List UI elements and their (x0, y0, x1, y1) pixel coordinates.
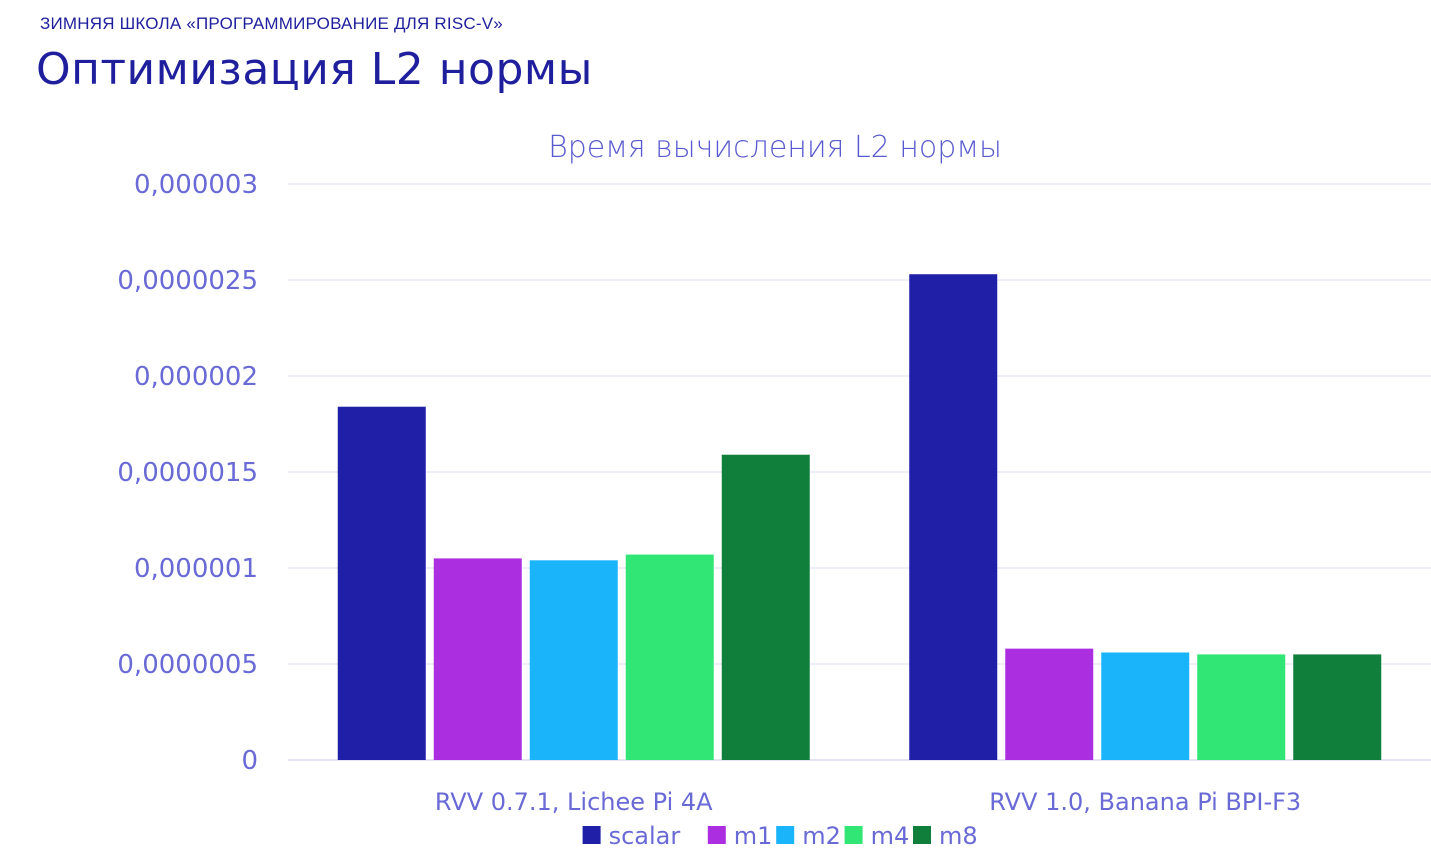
bar-m1 (433, 558, 522, 760)
bar-m2 (1101, 652, 1190, 760)
legend-label-m2: m2 (802, 822, 841, 850)
header-subtitle: ЗИМНЯЯ ШКОЛА «ПРОГРАММИРОВАНИЕ ДЛЯ RISC-… (40, 14, 503, 33)
chart-title: Время вычисления L2 нормы (548, 130, 1002, 165)
bar-m8 (1293, 654, 1382, 760)
bar-m2 (529, 560, 618, 760)
y-tick-label: 0,0000005 (117, 650, 258, 680)
bar-scalar (909, 274, 998, 760)
y-tick-label: 0,000002 (134, 362, 258, 392)
category-label: RVV 1.0, Banana Pi BPI-F3 (989, 788, 1301, 816)
y-tick-label: 0 (241, 746, 258, 776)
legend-label-m1: m1 (734, 822, 773, 850)
bar-m1 (1005, 648, 1094, 760)
y-tick-label: 0,000003 (134, 170, 258, 200)
y-tick-label: 0,0000015 (117, 458, 258, 488)
x-axis: RVV 0.7.1, Lichee Pi 4A RVV 1.0, Banana P… (435, 788, 1301, 816)
legend: scalar m1 m2 m4 m8 (582, 822, 978, 850)
legend-swatch-m2 (776, 826, 795, 844)
bar-m4 (625, 554, 714, 760)
y-tick-label: 0,0000025 (117, 266, 258, 296)
bar-scalar (337, 406, 426, 760)
legend-label-m8: m8 (939, 822, 978, 850)
legend-swatch-scalar (582, 826, 601, 844)
y-tick-label: 0,000001 (134, 554, 258, 584)
bar-m8 (721, 454, 810, 760)
legend-swatch-m8 (913, 826, 931, 844)
y-axis: 0 0,0000005 0,000001 0,0000015 0,000002 0,000… (117, 170, 258, 776)
bars (337, 274, 1382, 760)
legend-swatch-m4 (844, 826, 863, 844)
bar-m4 (1197, 654, 1286, 760)
page-title: Оптимизация L2 нормы (36, 44, 593, 95)
category-label: RVV 0.7.1, Lichee Pi 4A (435, 788, 713, 816)
legend-label-m4: m4 (871, 822, 910, 850)
legend-label-scalar: scalar (609, 822, 681, 850)
legend-swatch-m1 (707, 826, 726, 844)
